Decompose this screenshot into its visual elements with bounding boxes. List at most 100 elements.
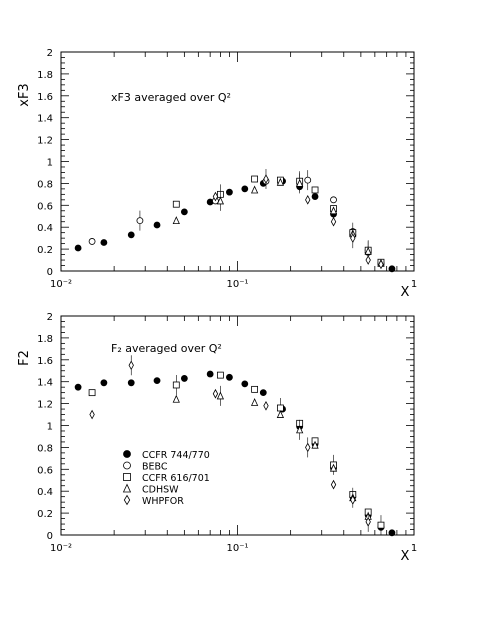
data-point bbox=[350, 495, 356, 505]
data-point bbox=[241, 380, 249, 388]
data-point bbox=[365, 517, 371, 527]
legend-entry: CCFR 744/770 bbox=[142, 450, 210, 461]
data-point bbox=[329, 463, 338, 472]
y-tick-label: 1.8 bbox=[37, 334, 53, 345]
legend-entry: CDHSW bbox=[142, 485, 179, 496]
y-tick-label: 1 bbox=[47, 158, 53, 169]
x-axis-label: X bbox=[401, 285, 410, 300]
legend-entry: CCFR 616/701 bbox=[142, 473, 210, 484]
data-point bbox=[123, 461, 131, 470]
data-point bbox=[241, 185, 249, 193]
data-point bbox=[88, 389, 96, 397]
data-point bbox=[89, 409, 95, 420]
data-point bbox=[153, 221, 161, 229]
data-point bbox=[100, 379, 108, 387]
data-point bbox=[216, 196, 225, 205]
data-point bbox=[365, 255, 371, 265]
data-point bbox=[276, 177, 285, 186]
annotation-label: xF3 averaged over Q² bbox=[111, 91, 231, 104]
annotation-label: F₂ averaged over Q² bbox=[111, 342, 222, 355]
data-point bbox=[311, 440, 319, 449]
data-point bbox=[88, 238, 96, 245]
y-tick-label: 0.8 bbox=[37, 179, 53, 190]
y-tick-label: 2 bbox=[47, 312, 53, 323]
data-point bbox=[74, 383, 82, 391]
series-1 bbox=[74, 370, 396, 537]
data-point bbox=[259, 389, 267, 397]
data-point bbox=[216, 371, 224, 379]
y-tick-label: 1.6 bbox=[37, 92, 53, 103]
data-point bbox=[263, 400, 269, 411]
data-point bbox=[378, 259, 384, 270]
data-point bbox=[123, 494, 131, 506]
y-tick-label: 0.4 bbox=[37, 223, 53, 234]
data-point bbox=[250, 185, 259, 194]
data-point bbox=[305, 194, 311, 205]
series-1 bbox=[74, 177, 396, 273]
series-5 bbox=[89, 355, 371, 532]
y-tick-label: 1.8 bbox=[37, 70, 53, 81]
x-tick-label: 10⁻² bbox=[50, 279, 72, 290]
data-point bbox=[123, 450, 131, 458]
data-point bbox=[330, 216, 337, 227]
data-point bbox=[304, 176, 312, 184]
chart-panel-2: 0 0.2 0.4 0.6 0.8 1 1.2 1.4 1.6 1.8 2 10⁻² 10⁻¹ 1 F2 X F… bbox=[17, 312, 417, 564]
data-point bbox=[296, 178, 304, 187]
data-point bbox=[206, 370, 214, 378]
data-point bbox=[212, 388, 219, 399]
data-point bbox=[172, 216, 180, 225]
y-tick-label: 1.4 bbox=[37, 114, 53, 125]
y-tick-label: 1.2 bbox=[37, 136, 53, 147]
y-tick-label: 0.6 bbox=[37, 465, 53, 476]
data-point bbox=[364, 246, 372, 255]
x-axis-label: X bbox=[401, 549, 410, 564]
data-point bbox=[296, 425, 304, 434]
chart-panel-1: 0 0.2 0.4 0.6 0.8 1 1.2 1.4 1.6 1.8 2 10⁻² 10⁻¹ 1 xF3 X… bbox=[17, 48, 417, 300]
data-point bbox=[226, 188, 233, 196]
data-point bbox=[136, 217, 144, 225]
data-point bbox=[311, 193, 319, 200]
data-point bbox=[305, 442, 311, 453]
data-point bbox=[330, 196, 337, 204]
data-point bbox=[276, 410, 285, 418]
series-3 bbox=[88, 371, 385, 536]
y-tick-label: 0.2 bbox=[37, 509, 53, 520]
data-point bbox=[388, 265, 396, 273]
data-point bbox=[122, 483, 132, 493]
data-point bbox=[330, 479, 337, 490]
data-point bbox=[180, 375, 188, 382]
y-tick-label: 1.6 bbox=[37, 356, 53, 367]
data-point bbox=[172, 394, 180, 403]
y-tick-label: 0 bbox=[47, 531, 53, 542]
data-point bbox=[127, 379, 135, 387]
series-4 bbox=[172, 173, 385, 267]
y-tick-label: 2 bbox=[47, 48, 53, 59]
data-point bbox=[153, 377, 161, 385]
y-tick-label: 1.2 bbox=[37, 400, 53, 411]
y-tick-label: 0.8 bbox=[37, 443, 53, 454]
data-point bbox=[123, 473, 131, 481]
y-tick-label: 1 bbox=[47, 422, 53, 433]
y-tick-label: 0 bbox=[47, 267, 53, 278]
legend-entry: WHPFOR bbox=[142, 496, 184, 507]
x-tick-label: 10⁻² bbox=[50, 543, 72, 554]
data-point bbox=[216, 391, 225, 400]
legend-entry: BEBC bbox=[142, 462, 168, 473]
y-tick-label: 1.4 bbox=[37, 378, 53, 389]
data-point bbox=[276, 404, 284, 412]
data-point bbox=[180, 208, 188, 216]
data-point bbox=[263, 174, 269, 184]
y-axis-label: xF3 bbox=[17, 83, 32, 106]
series-5 bbox=[212, 169, 384, 270]
y-tick-label: 0.4 bbox=[37, 487, 53, 498]
data-point bbox=[172, 200, 180, 208]
data-point bbox=[388, 529, 396, 537]
data-point bbox=[311, 186, 319, 194]
data-point bbox=[226, 373, 233, 381]
x-tick-label: 10⁻¹ bbox=[226, 279, 248, 290]
plot-frame bbox=[60, 51, 415, 272]
data-point bbox=[100, 239, 108, 246]
y-tick-label: 0.6 bbox=[37, 201, 53, 212]
series-2 bbox=[88, 170, 372, 261]
data-point bbox=[127, 231, 135, 239]
